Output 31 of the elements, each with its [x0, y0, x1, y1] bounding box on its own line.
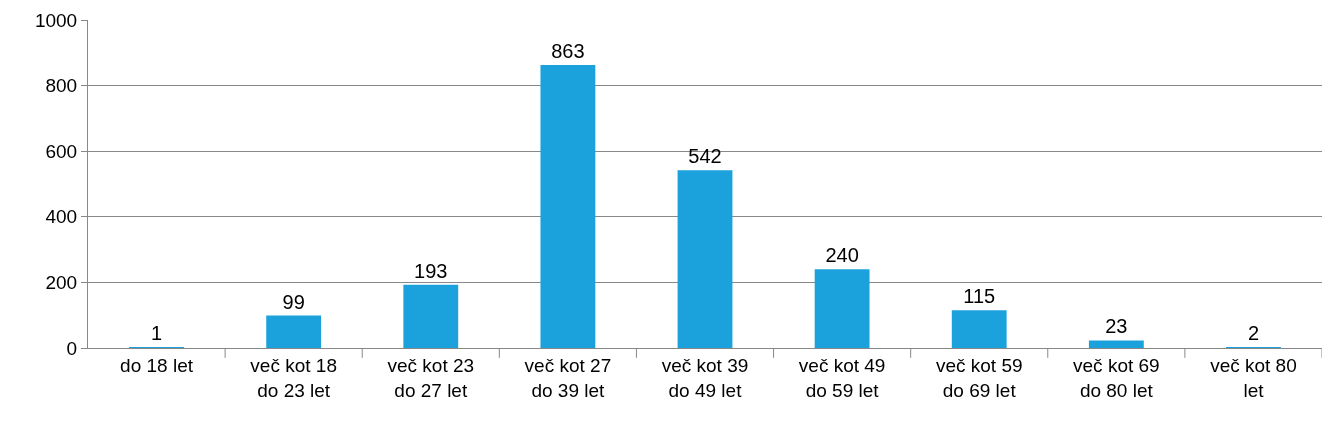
bar: [266, 315, 322, 348]
data-label: 23: [1105, 315, 1128, 338]
x-tick-label: več kot 23 do 27 let: [387, 354, 475, 401]
data-label: 863: [551, 39, 585, 62]
data-label: 99: [282, 290, 305, 313]
x-tick-label: več kot 39 do 49 let: [661, 354, 749, 401]
x-tick-label: več kot 27 do 39 let: [524, 354, 612, 401]
data-label: 1: [150, 322, 163, 344]
x-tick-label: več kot 49 do 59 let: [798, 354, 886, 401]
data-label: 193: [414, 259, 448, 282]
bar: [814, 269, 870, 348]
bar: [540, 64, 596, 348]
y-tick-label: 800: [45, 75, 78, 97]
bar: [951, 310, 1007, 348]
data-label: 240: [825, 244, 859, 267]
y-tick-label: 600: [45, 140, 78, 162]
y-tick-label: 200: [45, 272, 78, 294]
x-tick-label: več kot 59 do 69 let: [935, 354, 1023, 401]
data-label: 115: [963, 285, 996, 308]
x-tick-label: do 18 let: [120, 354, 194, 376]
bar: [1088, 340, 1144, 348]
data-label: 2: [1247, 322, 1260, 344]
x-tick-label: več kot 18 do 23 let: [250, 354, 337, 401]
y-tick-label: 400: [45, 206, 78, 228]
bar: [677, 170, 733, 348]
x-tick-label: več kot 80 let: [1210, 354, 1297, 401]
data-label: 542: [688, 145, 722, 168]
bar: [403, 284, 459, 348]
y-tick-label: 1000: [34, 9, 78, 31]
x-tick-label: več kot 69 do 80 let: [1073, 354, 1160, 401]
y-tick-label: 0: [66, 337, 78, 359]
